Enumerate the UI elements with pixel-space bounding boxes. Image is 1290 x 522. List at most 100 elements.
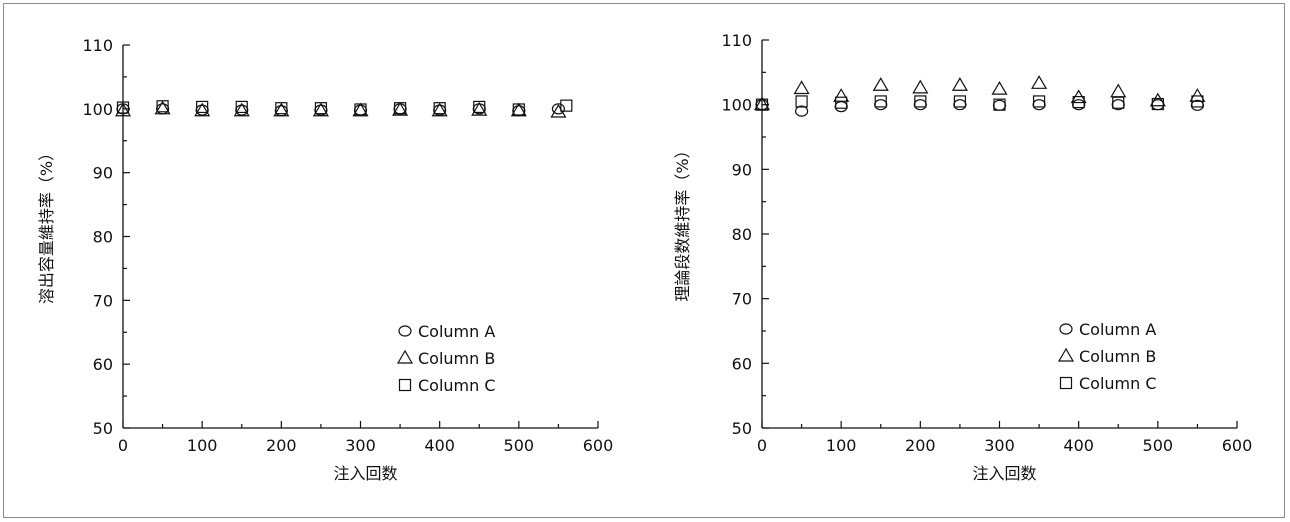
data-point — [1191, 95, 1204, 108]
data-point — [196, 100, 209, 114]
y-tick-label: 80 — [93, 228, 113, 247]
x-tick-label: 200 — [905, 436, 936, 455]
figure-frame — [3, 3, 1285, 518]
y-tick-label: 70 — [93, 291, 113, 310]
x-tick-label: 600 — [583, 436, 614, 455]
data-point — [874, 99, 888, 111]
data-point — [913, 99, 927, 111]
y-tick-label: 110 — [82, 36, 113, 55]
y-tick-label: 100 — [82, 100, 113, 119]
series-column-b — [114, 100, 567, 118]
data-point — [1149, 92, 1166, 107]
data-point — [114, 102, 132, 117]
data-point — [392, 101, 409, 116]
data-point — [793, 80, 810, 95]
data-point — [433, 102, 446, 115]
data-point — [431, 102, 448, 117]
data-point — [992, 99, 1007, 111]
data-point — [154, 100, 171, 115]
data-point — [991, 80, 1008, 95]
data-point — [835, 96, 848, 109]
legend: Column A Column B Column C — [396, 322, 496, 395]
y-tick-label: 90 — [732, 160, 752, 179]
data-point — [1032, 99, 1046, 111]
y-tick-label: 70 — [732, 290, 752, 309]
x-tick-label: 400 — [1063, 436, 1094, 455]
data-point — [1072, 95, 1085, 109]
legend-marker-square — [1059, 376, 1073, 390]
legend-label: Column C — [1079, 374, 1157, 393]
legend-marker-triangle — [1057, 347, 1075, 362]
y-tick-label: 100 — [721, 96, 752, 115]
x-tick-label: 100 — [187, 436, 218, 455]
legend: Column A Column B Column C — [1057, 320, 1157, 393]
data-point — [1189, 88, 1206, 102]
data-point — [314, 102, 328, 115]
y-tick-label: 60 — [93, 355, 113, 374]
legend-label: Column B — [418, 349, 495, 368]
x-tick-label: 500 — [504, 436, 535, 455]
data-point — [393, 102, 407, 115]
data-point — [354, 103, 367, 116]
data-point — [471, 101, 488, 116]
y-tick-label: 90 — [93, 164, 113, 183]
x-axis-title: 注入回数 — [333, 464, 397, 483]
data-point — [473, 100, 486, 114]
data-point — [352, 102, 369, 117]
x-tick-label: 0 — [757, 436, 767, 455]
data-point — [312, 102, 329, 117]
data-point — [1151, 97, 1164, 111]
data-point — [116, 101, 130, 114]
data-point — [794, 105, 809, 117]
data-point — [833, 88, 850, 102]
data-point — [834, 101, 848, 113]
data-point — [235, 100, 248, 114]
chart-2: 50 60 70 80 90 100 110 0 100 200 300 400 500 600 注入回数 理… — [673, 31, 1252, 483]
x-tick-label: 200 — [266, 436, 297, 455]
legend-label: Column C — [418, 376, 496, 395]
data-point — [560, 99, 573, 112]
data-point — [156, 100, 169, 113]
legend-marker-square — [398, 378, 412, 392]
y-tick-label: 50 — [732, 419, 752, 438]
data-point — [551, 103, 566, 115]
data-point — [872, 77, 889, 91]
y-tick-label: 50 — [93, 419, 113, 438]
data-point — [1031, 75, 1048, 89]
data-point — [1110, 83, 1127, 98]
data-point — [233, 102, 250, 117]
x-tick-label: 300 — [345, 436, 376, 455]
data-point — [755, 98, 769, 111]
data-point — [874, 95, 887, 108]
data-point — [275, 102, 288, 115]
x-axis-title: 注入回数 — [972, 464, 1036, 483]
x-tick-label: 500 — [1143, 436, 1174, 455]
data-point — [194, 102, 211, 117]
data-point — [951, 77, 968, 91]
data-point — [914, 95, 927, 108]
x-tick-label: 300 — [984, 436, 1015, 455]
data-point — [1112, 96, 1125, 109]
legend-label: Column A — [418, 322, 495, 341]
legend-label: Column B — [1079, 347, 1156, 366]
data-point — [393, 103, 407, 115]
y-tick-label: 110 — [721, 31, 752, 50]
series-column-a — [755, 99, 1205, 117]
legend-marker-circle — [398, 325, 412, 337]
legend-marker-triangle — [396, 349, 414, 364]
data-point — [1032, 95, 1046, 108]
legend-label: Column A — [1079, 320, 1156, 339]
data-point — [795, 95, 808, 108]
data-point — [953, 95, 967, 108]
series-column-b — [753, 75, 1206, 111]
y-tick-label: 60 — [732, 354, 752, 373]
series-column-c — [116, 99, 573, 116]
y-axis-title: 溶出容量維持率（%） — [37, 145, 56, 304]
data-point — [953, 99, 967, 111]
series-column-c — [755, 95, 1204, 111]
legend-marker-circle — [1059, 323, 1073, 335]
y-axis-title: 理論段数維持率（%） — [673, 142, 692, 301]
series-column-a — [116, 103, 566, 117]
data-point — [912, 79, 929, 94]
